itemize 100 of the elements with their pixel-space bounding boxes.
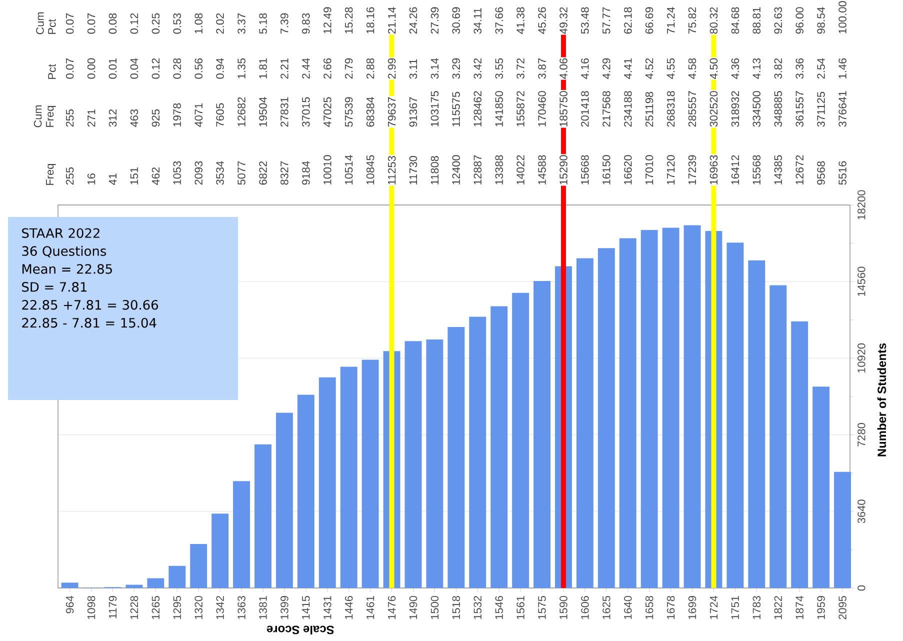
x-tick-label: 1098: [87, 596, 96, 620]
bar: [318, 377, 336, 588]
y-tick-label: 18200: [858, 190, 866, 220]
text: 0.12: [130, 13, 138, 34]
text: 19504: [259, 97, 267, 126]
text: 334500: [752, 91, 760, 127]
bar: [233, 481, 250, 588]
text: 0.56: [194, 58, 202, 79]
text: Pct: [48, 64, 56, 79]
y-axis-title: Number of Students: [877, 343, 886, 456]
text: 15.28: [344, 7, 353, 34]
text: 0.01: [108, 58, 117, 79]
x-tick-label: 1699: [688, 596, 696, 620]
annotation: 22.85 - 7.81 = 15.04: [22, 318, 156, 328]
bar: [619, 238, 636, 588]
text: 201418: [581, 91, 589, 127]
text: 17239: [688, 155, 696, 184]
text: 0.12: [152, 58, 160, 79]
text: 27.39: [430, 7, 439, 34]
bar: [212, 514, 229, 588]
text: 2093: [194, 161, 202, 185]
text: 11253: [388, 156, 396, 184]
bar: [340, 366, 358, 588]
x-axis-title: Scale Score: [266, 626, 334, 634]
text: 16412: [731, 155, 740, 184]
text: 3.82: [774, 58, 782, 79]
x-tick-label: 1490: [409, 596, 418, 620]
text: 11808: [430, 156, 439, 184]
text: 4071: [194, 103, 202, 127]
bar: [276, 412, 293, 588]
bar: [168, 566, 186, 588]
bar: [640, 230, 658, 588]
x-tick-label: 1500: [430, 596, 439, 620]
text: 100.00: [838, 1, 846, 34]
text: 2.02: [216, 13, 224, 34]
text: 361557: [796, 91, 804, 127]
x-tick-label: 1446: [344, 596, 353, 620]
bar: [770, 285, 787, 588]
text: 925: [152, 109, 160, 127]
x-tick-label: 1179: [108, 596, 117, 618]
bar: [834, 472, 851, 588]
x-tick-label: 1561: [516, 596, 524, 620]
text: 15290: [560, 155, 568, 184]
text: 8327: [280, 161, 288, 185]
text: 9568: [817, 161, 825, 185]
text: 62.18: [624, 7, 632, 34]
text: 0.28: [173, 58, 181, 79]
text: 2.54: [817, 58, 825, 79]
text: 27831: [280, 97, 288, 127]
x-tick-label: 1874: [796, 596, 804, 620]
text: 10514: [344, 155, 353, 184]
y-tick-label: 0: [858, 585, 866, 591]
x-tick-label: 1575: [538, 596, 546, 620]
text: 12682: [238, 97, 246, 126]
bar: [362, 360, 379, 588]
annotation: 36 Questions: [22, 246, 106, 258]
bar: [576, 258, 594, 588]
bar: [297, 394, 314, 588]
text: 463: [130, 109, 138, 127]
text: 12887: [474, 155, 482, 184]
bar: [190, 544, 208, 588]
x-tick-label: 1518: [452, 596, 460, 620]
text: 5516: [838, 161, 846, 185]
text: 88.81: [752, 7, 760, 34]
annotation: Mean = 22.85: [22, 264, 112, 274]
x-tick-label: 1678: [666, 596, 675, 620]
text: 0.94: [216, 58, 224, 79]
text: 37015: [302, 97, 310, 127]
text: 0.00: [87, 58, 96, 79]
text: 1.35: [238, 58, 246, 78]
text: 9.83: [302, 13, 310, 34]
text: 16: [87, 173, 96, 184]
text: 16620: [624, 155, 632, 184]
text: 3.42: [474, 58, 482, 79]
x-tick-label: 1228: [130, 596, 138, 620]
text: 2.44: [302, 58, 310, 79]
text: 141850: [495, 91, 503, 126]
text: 2.66: [324, 58, 332, 79]
text: 71.24: [666, 7, 675, 34]
text: 16963: [710, 155, 718, 184]
text: 3.55: [495, 58, 503, 79]
bar: [662, 228, 680, 588]
bar: [748, 260, 766, 588]
text: 0.08: [108, 13, 117, 34]
text: 4.16: [581, 58, 589, 79]
x-tick-label: 1265: [152, 596, 160, 620]
annotation: SD = 7.81: [22, 282, 87, 292]
text: 2.88: [366, 58, 374, 79]
text: 57.77: [602, 7, 610, 34]
text: 4.36: [731, 58, 740, 79]
text: 3.14: [430, 58, 439, 79]
x-tick-label: 1590: [560, 596, 568, 620]
bar: [490, 306, 508, 588]
x-tick-label: 1959: [817, 596, 825, 620]
text: 1.46: [838, 58, 846, 78]
x-tick-label: 1415: [302, 596, 310, 620]
text: 2.21: [280, 58, 288, 79]
text: 79637: [388, 97, 396, 127]
text: 3.36: [796, 58, 804, 79]
text: 12.49: [324, 7, 332, 34]
